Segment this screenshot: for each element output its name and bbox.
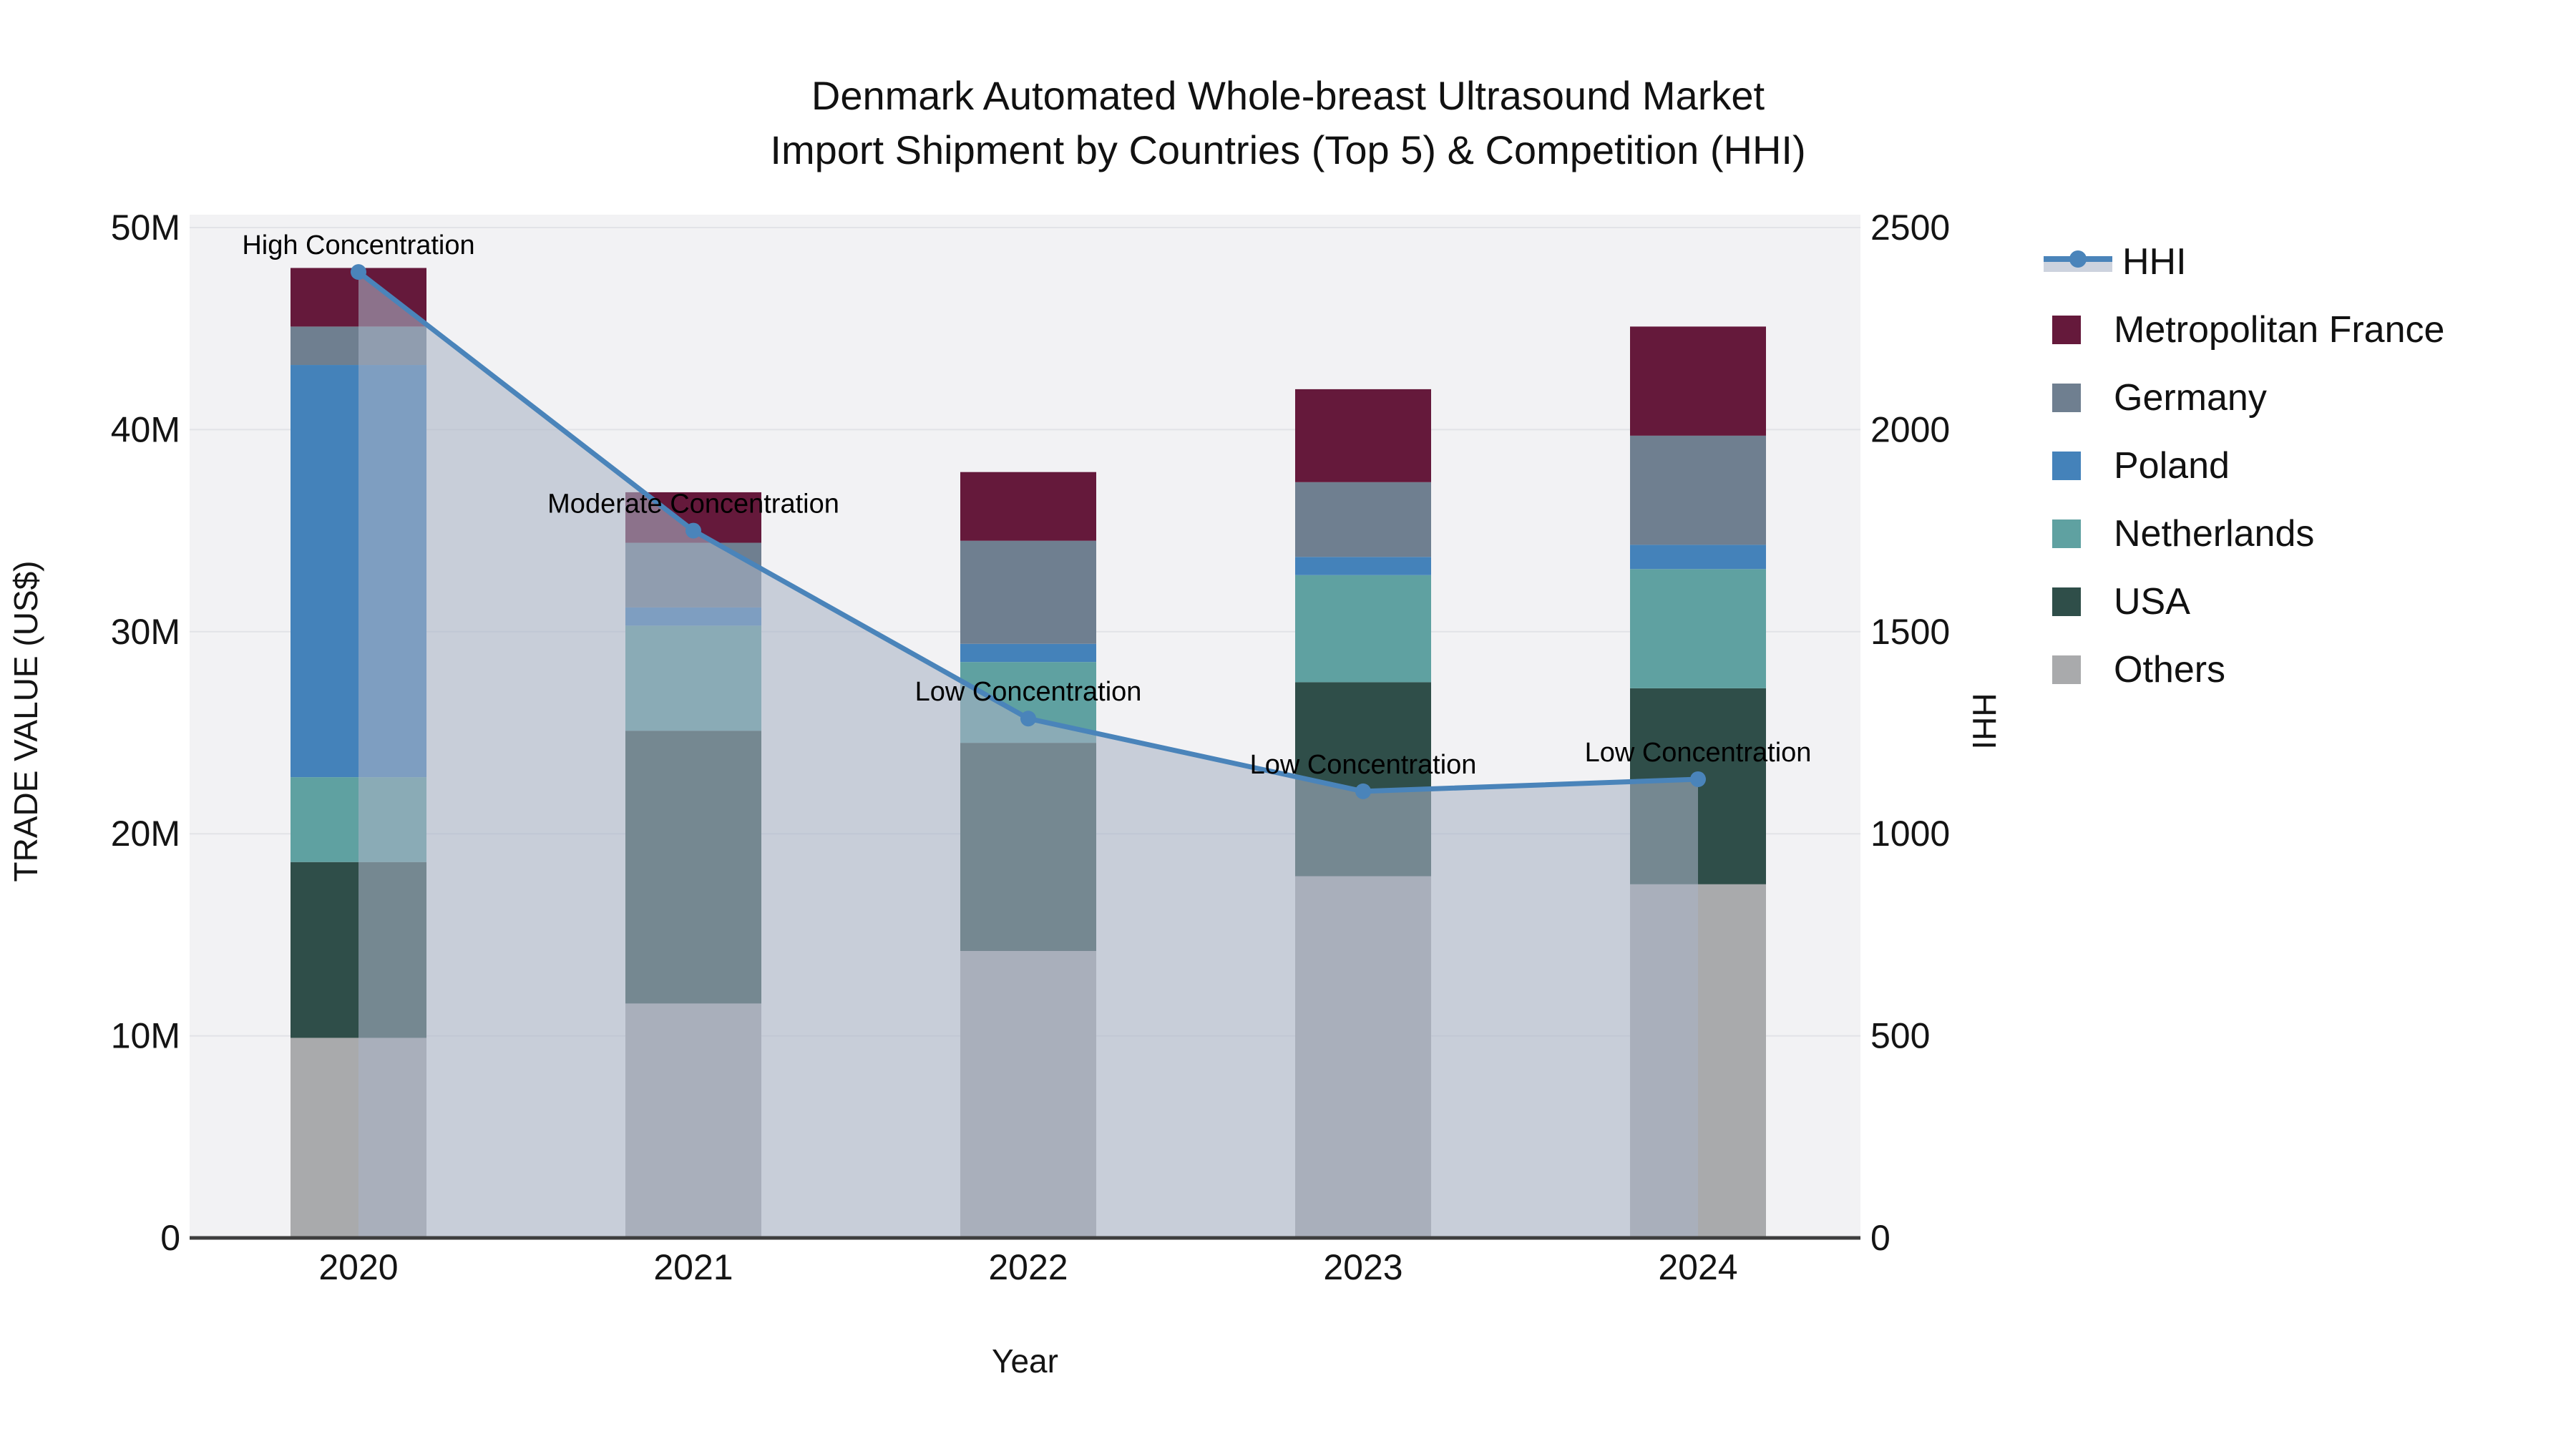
bar-segment-metropolitan-france-2022[interactable] [960, 472, 1096, 541]
legend-label: USA [2114, 580, 2190, 623]
y-right-tick-1500: 1500 [1870, 612, 1950, 652]
legend-label: HHI [2122, 240, 2187, 283]
legend-label: Netherlands [2114, 512, 2315, 555]
bar-segment-netherlands-2023[interactable] [1295, 575, 1431, 683]
bar-segment-netherlands-2024[interactable] [1630, 569, 1766, 688]
annotation-2020: High Concentration [242, 230, 474, 260]
bar-segment-germany-2023[interactable] [1295, 482, 1431, 557]
legend-label: Poland [2114, 444, 2230, 487]
bar-segment-metropolitan-france-2023[interactable] [1295, 389, 1431, 482]
x-tick-2020: 2020 [318, 1247, 398, 1287]
legend-item-poland[interactable]: Poland [2044, 431, 2444, 499]
x-tick-2021: 2021 [653, 1247, 733, 1287]
hhi-line-legend-icon [2044, 246, 2112, 278]
y-left-tick-40M: 40M [111, 409, 180, 449]
x-axis-title: Year [992, 1342, 1058, 1380]
y-right-axis-title: HHI [1966, 693, 2003, 749]
chart-title: Denmark Automated Whole-breast Ultrasoun… [0, 69, 2576, 177]
legend-label: Germany [2114, 376, 2267, 419]
legend-item-others[interactable]: Others [2044, 635, 2444, 703]
y-right-tick-2500: 2500 [1870, 208, 1950, 248]
color-swatch-germany [2052, 383, 2081, 412]
hhi-marker-2020[interactable] [351, 264, 366, 280]
color-swatch-usa [2052, 587, 2081, 616]
legend: HHI Metropolitan France Germany Poland Nethe… [2044, 228, 2444, 703]
color-swatch-netherlands [2052, 519, 2081, 548]
y-right-tick-0: 0 [1870, 1218, 1890, 1258]
color-swatch-poland [2052, 451, 2081, 480]
annotation-2021: Moderate Concentration [547, 489, 839, 519]
legend-item-germany[interactable]: Germany [2044, 364, 2444, 431]
color-swatch-others [2052, 655, 2081, 684]
chart-title-line1: Denmark Automated Whole-breast Ultrasoun… [811, 73, 1765, 118]
x-tick-2022: 2022 [988, 1247, 1068, 1287]
bar-segment-germany-2022[interactable] [960, 540, 1096, 644]
annotation-2023: Low Concentration [1250, 750, 1477, 780]
annotation-2022: Low Concentration [915, 677, 1142, 707]
y-right-tick-500: 500 [1870, 1016, 1930, 1056]
legend-label: Others [2114, 648, 2226, 691]
annotation-2024: Low Concentration [1585, 738, 1812, 768]
bar-segment-poland-2022[interactable] [960, 643, 1096, 663]
hhi-marker-2022[interactable] [1020, 711, 1036, 727]
legend-item-netherlands[interactable]: Netherlands [2044, 499, 2444, 567]
hhi-marker-swatch [2069, 250, 2087, 268]
y-right-tick-1000: 1000 [1870, 814, 1950, 854]
x-tick-2024: 2024 [1658, 1247, 1737, 1287]
bar-segment-poland-2023[interactable] [1295, 557, 1431, 575]
chart-title-line2: Import Shipment by Countries (Top 5) & C… [770, 127, 1806, 172]
y-right-tick-2000: 2000 [1870, 409, 1950, 449]
x-tick-2023: 2023 [1323, 1247, 1402, 1287]
y-left-tick-0: 0 [160, 1218, 180, 1258]
y-left-tick-50M: 50M [111, 208, 180, 248]
legend-item-usa[interactable]: USA [2044, 567, 2444, 635]
bar-segment-poland-2024[interactable] [1630, 545, 1766, 570]
bar-segment-germany-2024[interactable] [1630, 435, 1766, 545]
y-left-axis-title: TRADE VALUE (US$) [7, 560, 44, 882]
hhi-marker-2023[interactable] [1355, 783, 1371, 799]
y-left-tick-30M: 30M [111, 612, 180, 652]
hhi-marker-2021[interactable] [686, 522, 701, 539]
hhi-marker-2024[interactable] [1690, 771, 1706, 787]
legend-item-hhi[interactable]: HHI [2044, 228, 2444, 296]
hhi-area-fill [358, 272, 1698, 1239]
legend-item-metropolitan-france[interactable]: Metropolitan France [2044, 296, 2444, 364]
y-left-tick-20M: 20M [111, 814, 180, 854]
legend-label: Metropolitan France [2114, 308, 2445, 351]
color-swatch-metropolitan-france [2052, 315, 2081, 344]
bar-segment-metropolitan-france-2024[interactable] [1630, 326, 1766, 436]
y-left-tick-10M: 10M [111, 1016, 180, 1056]
